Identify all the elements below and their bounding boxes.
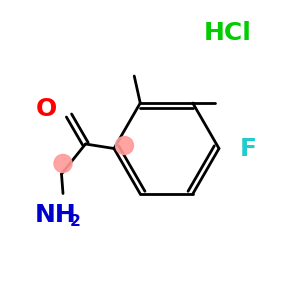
Text: HCl: HCl [204,21,252,45]
Text: F: F [240,136,257,160]
Text: 2: 2 [70,214,80,230]
Circle shape [54,154,72,172]
Text: O: O [36,98,57,122]
Circle shape [116,136,134,154]
Text: NH: NH [34,202,76,226]
